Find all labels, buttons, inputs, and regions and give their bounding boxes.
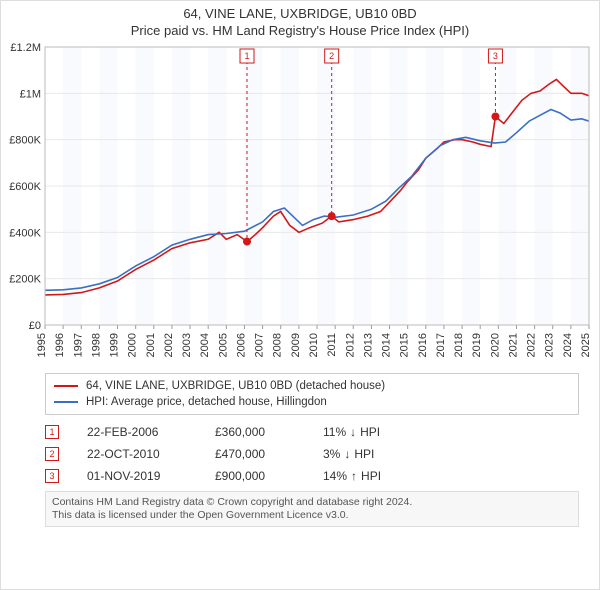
sale-marker-dot — [491, 113, 499, 121]
x-tick-label: 1995 — [36, 333, 48, 357]
footer-line-1: Contains HM Land Registry data © Crown c… — [52, 496, 572, 509]
arrow-down-icon: ↓ — [350, 425, 356, 439]
sale-date: 22-FEB-2006 — [87, 425, 187, 439]
y-tick-label: £1.2M — [10, 42, 41, 54]
arrow-down-icon: ↓ — [344, 447, 350, 461]
sale-marker-chip: 2 — [45, 447, 59, 461]
sale-date: 22-OCT-2010 — [87, 447, 187, 461]
sale-marker-flag: 2 — [325, 49, 339, 63]
x-tick-label: 2014 — [381, 333, 393, 357]
sale-date: 01-NOV-2019 — [87, 469, 187, 483]
sale-row: 1 22-FEB-2006 £360,000 11% ↓ HPI — [45, 421, 579, 443]
legend-row: HPI: Average price, detached house, Hill… — [54, 394, 570, 410]
x-tick-label: 2008 — [272, 333, 284, 357]
sale-marker-dot — [328, 212, 336, 220]
sale-marker-chip: 3 — [45, 469, 59, 483]
x-tick-label: 2015 — [399, 333, 411, 357]
legend-row: 64, VINE LANE, UXBRIDGE, UB10 0BD (detac… — [54, 378, 570, 394]
sale-delta-vs: HPI — [360, 425, 380, 439]
chart-wrap: £0 £200K £400K £600K £800K £1M £1.2M 1995 1996 19… — [1, 39, 599, 369]
sale-marker-chip: 1 — [45, 425, 59, 439]
x-tick-label: 2013 — [362, 333, 374, 357]
x-tick-label: 2022 — [526, 333, 538, 357]
y-tick-label: £0 — [29, 320, 41, 332]
x-tick-label: 2004 — [199, 333, 211, 357]
x-tick-label: 2012 — [344, 333, 356, 357]
sale-delta-pct: 14% — [323, 469, 347, 483]
x-tick-label: 2000 — [127, 333, 139, 357]
svg-text:1: 1 — [244, 51, 249, 61]
sale-price: £470,000 — [215, 447, 295, 461]
x-tick-label: 2025 — [580, 333, 592, 357]
sale-marker-flag: 3 — [488, 49, 502, 63]
sale-delta-pct: 11% — [323, 425, 346, 439]
x-tick-label: 2005 — [217, 333, 229, 357]
sale-delta-pct: 3% — [323, 447, 340, 461]
title-address: 64, VINE LANE, UXBRIDGE, UB10 0BD — [1, 5, 599, 22]
y-tick-label: £200K — [9, 274, 41, 286]
figure-container: 64, VINE LANE, UXBRIDGE, UB10 0BD Price … — [0, 0, 600, 590]
svg-text:2: 2 — [329, 51, 334, 61]
sale-price: £360,000 — [215, 425, 295, 439]
x-tick-label: 2023 — [544, 333, 556, 357]
arrow-up-icon: ↑ — [351, 469, 357, 483]
x-tick-label: 2019 — [471, 333, 483, 357]
y-tick-label: £1M — [20, 88, 41, 100]
sale-delta: 3% ↓ HPI — [323, 447, 413, 461]
legend: 64, VINE LANE, UXBRIDGE, UB10 0BD (detac… — [45, 373, 579, 415]
sale-delta: 11% ↓ HPI — [323, 425, 413, 439]
legend-swatch — [54, 401, 78, 403]
footer-line-2: This data is licensed under the Open Gov… — [52, 509, 572, 522]
x-tick-label: 1996 — [54, 333, 66, 357]
legend-label: 64, VINE LANE, UXBRIDGE, UB10 0BD (detac… — [86, 378, 385, 394]
sales-table: 1 22-FEB-2006 £360,000 11% ↓ HPI 2 22-OCT-2010 £… — [45, 421, 579, 487]
svg-text:3: 3 — [493, 51, 498, 61]
x-tick-label: 2010 — [308, 333, 320, 357]
x-tick-label: 2024 — [562, 333, 574, 357]
y-tick-label: £800K — [9, 135, 41, 147]
x-tick-label: 2002 — [163, 333, 175, 357]
x-tick-label: 1999 — [109, 333, 121, 357]
title-block: 64, VINE LANE, UXBRIDGE, UB10 0BD Price … — [1, 1, 599, 39]
y-tick-label: £600K — [9, 181, 41, 193]
sale-delta: 14% ↑ HPI — [323, 469, 413, 483]
x-tick-label: 1998 — [90, 333, 102, 357]
attribution-footer: Contains HM Land Registry data © Crown c… — [45, 491, 579, 527]
x-tick-label: 2009 — [290, 333, 302, 357]
title-subtitle: Price paid vs. HM Land Registry's House … — [1, 22, 599, 39]
x-tick-label: 2003 — [181, 333, 193, 357]
x-tick-label: 2001 — [145, 333, 157, 357]
x-tick-label: 2007 — [254, 333, 266, 357]
x-tick-label: 2017 — [435, 333, 447, 357]
legend-swatch — [54, 385, 78, 387]
sale-marker-flag: 1 — [240, 49, 254, 63]
y-tick-label: £400K — [9, 227, 41, 239]
x-tick-label: 2021 — [507, 333, 519, 357]
sale-marker-dot — [243, 238, 251, 246]
sale-row: 2 22-OCT-2010 £470,000 3% ↓ HPI — [45, 443, 579, 465]
legend-label: HPI: Average price, detached house, Hill… — [86, 394, 327, 410]
sale-price: £900,000 — [215, 469, 295, 483]
sale-delta-vs: HPI — [361, 469, 381, 483]
x-tick-label: 2011 — [326, 333, 338, 357]
x-tick-label: 2020 — [489, 333, 501, 357]
price-chart: £0 £200K £400K £600K £800K £1M £1.2M 1995 1996 19… — [1, 39, 600, 369]
x-tick-label: 1997 — [72, 333, 84, 357]
sale-delta-vs: HPI — [354, 447, 374, 461]
x-tick-label: 2006 — [235, 333, 247, 357]
sale-row: 3 01-NOV-2019 £900,000 14% ↑ HPI — [45, 465, 579, 487]
x-tick-label: 2018 — [453, 333, 465, 357]
x-tick-label: 2016 — [417, 333, 429, 357]
